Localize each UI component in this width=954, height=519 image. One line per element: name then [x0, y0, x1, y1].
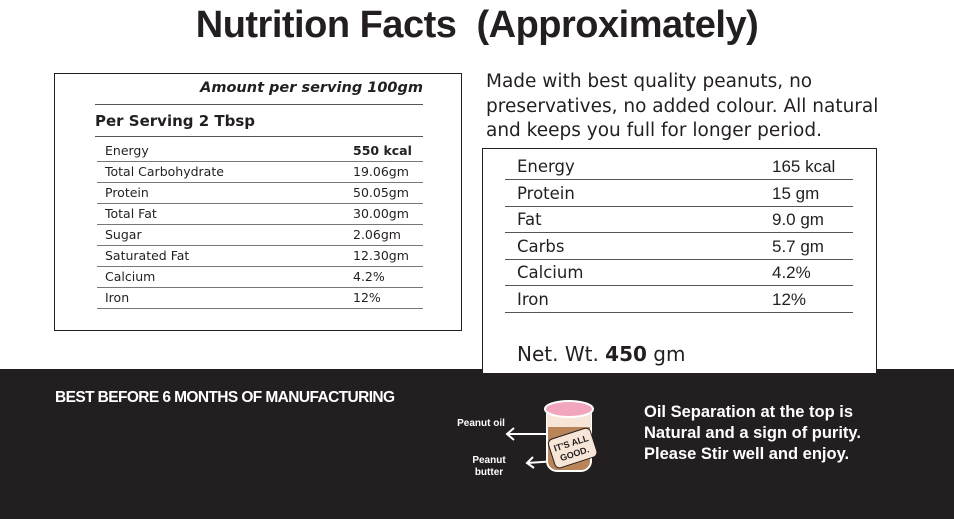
table-row: Calcium 4.2% — [97, 266, 423, 288]
amount: 165 kcal — [772, 157, 836, 176]
note: Oil Separation at the top is Natural and … — [644, 402, 861, 465]
nutrient: Iron — [105, 290, 130, 305]
nutrient: Fat — [517, 210, 542, 229]
table-row: Total Fat 30.00gm — [97, 203, 423, 225]
net-value: 450 — [605, 342, 647, 366]
footer — [0, 369, 954, 519]
note-line: Natural and a sign of purity. — [644, 424, 861, 442]
table-row: Energy 165 kcal — [505, 153, 853, 180]
table-row: Sugar 2.06gm — [97, 224, 423, 246]
table-row: Protein 15 gm — [505, 180, 853, 207]
table-row: Iron 12% — [505, 286, 853, 313]
nutrient: Sugar — [105, 227, 142, 242]
serving-amount: Amount per serving 100gm — [200, 80, 423, 96]
table-row: Energy 550 kcal — [97, 140, 423, 162]
nutrition-summary: Net. Wt. 450 gm Energy 165 kcal Protein 15 … — [482, 148, 877, 374]
amount: 550 kcal — [353, 143, 412, 158]
table-row: Protein 50.05gm — [97, 182, 423, 204]
amount: 12% — [772, 289, 807, 309]
nutrient: Carbs — [517, 236, 565, 256]
net-weight: Net. Wt. 450 gm — [517, 342, 685, 366]
amount: 30.00gm — [353, 206, 409, 221]
table-row: Saturated Fat 12.30gm — [97, 245, 423, 267]
net-unit: gm — [653, 342, 686, 366]
note-line: Oil Separation at the top is — [644, 403, 854, 421]
nutrient: Protein — [105, 185, 149, 200]
table-row: Carbs 5.7 gm — [505, 233, 853, 260]
nutrient: Energy — [517, 157, 575, 176]
rule — [95, 136, 423, 137]
jar-illustration: IT'S ALL GOOD. — [505, 400, 598, 472]
serving-size: Per Serving 2 Tbsp — [95, 112, 256, 130]
nutrient: Total Fat — [105, 206, 157, 221]
amount: 50.05gm — [353, 185, 409, 200]
description: Made with best quality peanuts, no prese… — [486, 71, 879, 141]
note-line: Please Stir well and enjoy. — [644, 445, 850, 463]
nutrient: Iron — [517, 289, 549, 309]
nutrient: Total Carbohydrate — [105, 164, 224, 179]
nutrient: Protein — [517, 183, 575, 203]
table-row: Iron 12% — [97, 287, 423, 309]
nutrient: Calcium — [105, 269, 156, 284]
amount: 12% — [353, 290, 381, 305]
nutrient: Calcium — [517, 263, 584, 282]
title: Nutrition Facts (Approximately) — [195, 4, 759, 46]
amount: 12.30gm — [353, 248, 409, 263]
amount: 2.06gm — [353, 227, 401, 242]
best-before: BEST BEFORE 6 MONTHS OF MANUFACTURING — [55, 389, 395, 406]
table-row: Fat 9.0 gm — [505, 206, 853, 233]
jar-lid — [544, 400, 594, 418]
nutrient: Energy — [105, 143, 149, 158]
amount: 15 gm — [772, 183, 820, 203]
oil-label: Peanut oil — [457, 418, 505, 429]
rule — [95, 104, 423, 105]
amount: 5.7 gm — [772, 236, 824, 256]
nutrient: Saturated Fat — [105, 248, 190, 263]
table-row: Calcium 4.2% — [505, 259, 853, 286]
nutrition-table: Amount per serving 100gm Per Serving 2 T… — [54, 73, 462, 331]
butter-label: Peanut butter — [472, 455, 506, 478]
amount: 19.06gm — [353, 164, 409, 179]
amount: 4.2% — [353, 269, 385, 284]
amount: 4.2% — [772, 263, 811, 282]
jar-badge — [547, 427, 598, 469]
amount: 9.0 gm — [772, 210, 824, 229]
net-label: Net. Wt. — [517, 342, 599, 366]
table-row: Total Carbohydrate 19.06gm — [97, 161, 423, 183]
